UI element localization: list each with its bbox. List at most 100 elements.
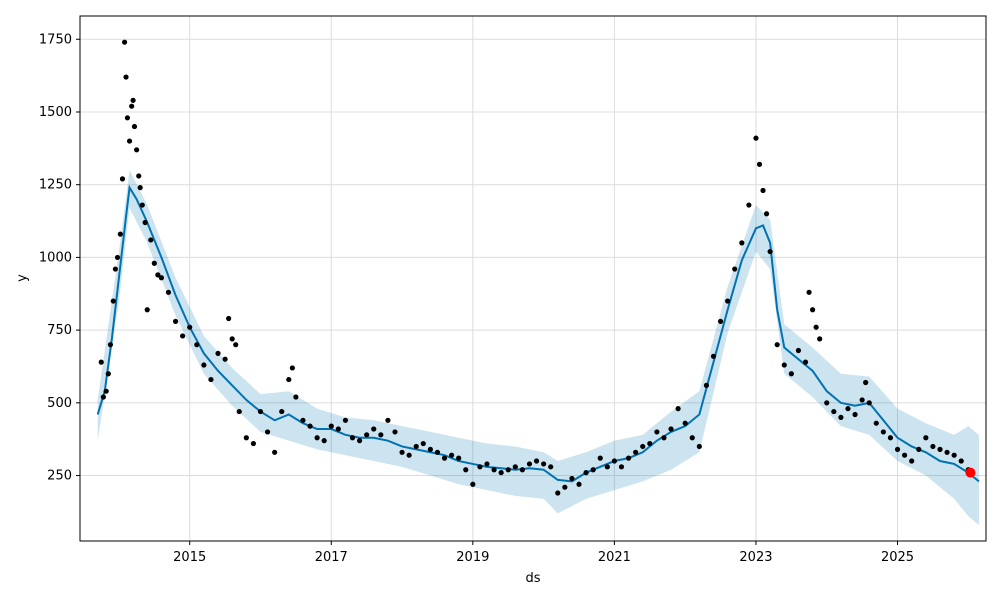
observed-point (703, 382, 710, 388)
observed-point (611, 458, 617, 464)
observed-point (873, 420, 879, 426)
observed-point (732, 266, 738, 272)
observed-point (114, 254, 121, 261)
observed-point (105, 371, 111, 377)
observed-point (321, 438, 327, 444)
observed-point (866, 400, 872, 406)
observed-point (119, 176, 126, 182)
observed-point (555, 490, 561, 496)
observed-point (541, 461, 547, 467)
observed-point (548, 464, 554, 470)
observed-point (909, 458, 915, 464)
highlight-layer (965, 467, 976, 478)
observed-point (142, 219, 148, 226)
observed-point (233, 342, 239, 348)
highlight-point (965, 467, 976, 478)
observed-point (151, 260, 157, 266)
observed-point (887, 435, 894, 441)
observed-point (689, 435, 695, 441)
observed-point (647, 440, 653, 447)
observed-point (806, 289, 812, 295)
observed-point (137, 185, 143, 191)
observed-point (208, 376, 214, 383)
observed-point (289, 365, 295, 371)
observed-point (314, 435, 320, 441)
observed-point (739, 240, 745, 246)
observed-point (100, 394, 106, 400)
x-tick-label: 2021 (598, 550, 631, 565)
observed-point (725, 298, 731, 304)
observed-point (661, 435, 667, 441)
observed-point (668, 426, 674, 432)
y-tick-label: 1500 (39, 105, 72, 120)
observed-point (131, 123, 138, 130)
observed-point (923, 435, 929, 441)
observed-point (434, 449, 441, 455)
observed-point (470, 481, 476, 487)
observed-point (130, 97, 136, 103)
observed-point (342, 417, 349, 423)
observed-point (682, 420, 688, 426)
observed-point (774, 342, 780, 348)
observed-point (951, 452, 957, 458)
x-tick-label: 2019 (456, 550, 489, 565)
observed-point (717, 318, 724, 325)
observed-point (134, 147, 140, 153)
observed-point (597, 455, 603, 461)
observed-point (307, 423, 313, 429)
observed-point (427, 446, 433, 452)
observed-point (148, 237, 154, 243)
observed-point (257, 408, 264, 415)
y-axis-ticks: 250 500 750 1000 1250 1500 1750 (39, 32, 80, 484)
observed-point (136, 173, 142, 179)
observed-point (392, 429, 398, 435)
grid-layer (80, 16, 986, 541)
observed-point (129, 103, 135, 109)
y-tick-label: 1000 (39, 250, 72, 265)
observed-point (172, 318, 179, 325)
observed-point (117, 231, 123, 237)
observed-point (441, 455, 448, 461)
observed-point (526, 461, 533, 467)
observed-point (286, 376, 292, 383)
observed-point (484, 461, 490, 467)
observed-point (126, 138, 133, 144)
observed-point (165, 289, 172, 295)
observed-point (569, 475, 575, 482)
observed-point (845, 406, 851, 412)
observed-point (300, 417, 306, 423)
observed-point (788, 371, 794, 377)
observed-point (420, 440, 426, 447)
observed-point (144, 307, 150, 313)
observed-point (590, 467, 596, 473)
y-tick-label: 250 (47, 469, 72, 484)
observed-point (576, 481, 582, 487)
y-tick-label: 750 (47, 323, 72, 338)
observed-point (746, 202, 752, 208)
observed-point (760, 187, 766, 194)
observed-point (763, 211, 770, 217)
observed-point (902, 452, 908, 458)
observed-point (562, 484, 568, 490)
observed-point (399, 449, 405, 455)
observed-point (155, 272, 161, 278)
x-axis-label: ds (525, 571, 540, 586)
observed-point (756, 161, 763, 167)
observed-point (139, 202, 145, 208)
observed-point (123, 74, 129, 80)
observed-point (880, 429, 886, 435)
observed-point (335, 426, 341, 432)
observed-point (937, 446, 943, 452)
x-tick-label: 2025 (881, 550, 914, 565)
x-tick-label: 2017 (315, 550, 348, 565)
observed-point (356, 438, 363, 444)
observed-point (824, 400, 830, 406)
observed-point (98, 359, 104, 365)
observed-point (226, 315, 232, 322)
observed-point (349, 435, 356, 441)
observed-point (795, 347, 802, 354)
observed-point (512, 464, 518, 470)
observed-point (371, 426, 377, 432)
observed-point (710, 353, 717, 359)
